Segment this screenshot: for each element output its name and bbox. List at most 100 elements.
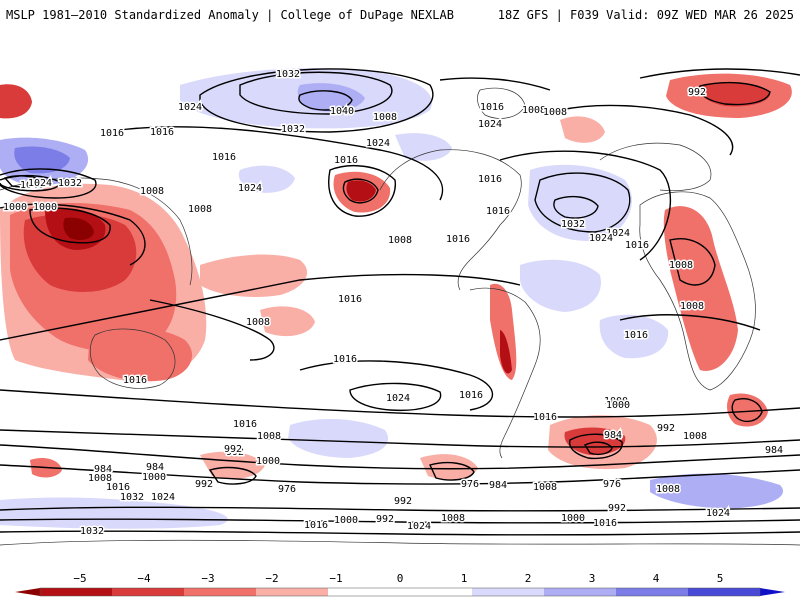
contour-label: 1024 (178, 102, 202, 113)
contour-label: 984 (765, 445, 783, 456)
contour-label: 992 (688, 87, 706, 98)
colorbar-arrow-low (15, 588, 40, 596)
colorbar-tick-label: −5 (73, 572, 86, 585)
contour-label: 976 (603, 479, 621, 490)
east-asia-anomaly (238, 165, 295, 193)
model-run-info: 18Z GFS | F039 Valid: 09Z WED MAR 26 202… (497, 8, 794, 22)
contour-label: 1016 (593, 518, 617, 529)
contour-label: 1008 (669, 260, 693, 271)
contour-label: 992 (195, 479, 213, 490)
contour-label: 1016 (100, 128, 124, 139)
contour-label: 1000 (142, 472, 166, 483)
contour-label: 984 (489, 480, 507, 491)
colorbar-border (39, 587, 761, 597)
isobars (0, 68, 800, 536)
contour-label: 1016 (212, 152, 236, 163)
contour-label: 1008 (140, 186, 164, 197)
contour-label: 1008 (533, 482, 557, 493)
colorbar-segment (616, 588, 688, 596)
isobar-1000-south (0, 444, 800, 470)
contour-label: 1024 (238, 183, 262, 194)
contour-label: 1008 (257, 431, 281, 442)
contour-label: 1016 (459, 390, 483, 401)
contour-label: 1024 (706, 508, 730, 519)
isobar-1016-africa (619, 314, 761, 331)
isobar-1016-nepac-low (328, 165, 396, 217)
colorbar-tick-label: 2 (525, 572, 532, 585)
contour-label: 1008 (388, 235, 412, 246)
contour-label: 1016 (334, 155, 358, 166)
north-america-coast (379, 149, 522, 291)
contour-label: 1008 (543, 107, 567, 118)
contour-label: 976 (278, 484, 296, 495)
colorbar-segment (400, 588, 472, 596)
contour-label: 984 (94, 464, 112, 475)
isobar-1008-south (0, 429, 800, 448)
colorbar-tick-label: −3 (201, 572, 214, 585)
isobar-1016-antarctic (0, 506, 800, 512)
contour-label: 1016 (106, 482, 130, 493)
contour-label: 1008 (656, 484, 680, 495)
isobar-1024-natl (534, 172, 631, 233)
contour-label: 1008 (246, 317, 270, 328)
northwest-pacific-anomaly (200, 254, 308, 297)
isobar-992-arctic (698, 81, 771, 106)
header: MSLP 1981–2010 Standardized Anomaly | Co… (0, 0, 800, 32)
negative-anomaly-fills (0, 73, 792, 480)
colorbar-tick-label: 5 (717, 572, 724, 585)
europe-coast (599, 142, 712, 192)
north-atlantic-anomaly (560, 116, 605, 143)
contour-label: 1016 (486, 206, 510, 217)
colorbar-segment (184, 588, 256, 596)
anomaly-map: 1032 1024 1016 1008 992 1040 1024 1032 1016 1024 1… (0, 40, 800, 565)
colorbar: −5 −4 −3 −2 −1 0 1 2 3 4 5 (0, 570, 800, 600)
colorbar-segment (112, 588, 184, 596)
colorbar-ticks: −5 −4 −3 −2 −1 0 1 2 3 4 5 (73, 572, 723, 585)
colorbar-segment (544, 588, 616, 596)
isobar-1016-tropics (0, 273, 521, 341)
southern-ocean-high-anomaly (650, 473, 784, 509)
north-america-anomaly (395, 133, 452, 161)
contour-label: 1024 (366, 138, 390, 149)
isobar-984-southern-b (429, 461, 475, 481)
isobar-1016-npac (119, 126, 444, 201)
colorbar-svg: −5 −4 −3 −2 −1 0 1 2 3 4 5 (15, 572, 785, 597)
nw-corner-anomaly (0, 84, 32, 119)
contour-label: 1024 (407, 521, 431, 532)
isobar-1040-npac (298, 90, 353, 111)
contour-label: 1016 (478, 174, 502, 185)
contour-label: 1016 (304, 520, 328, 531)
siberia-high-core (14, 146, 71, 174)
contour-label: 1008 (88, 473, 112, 484)
contour-label: 1000 (3, 202, 27, 213)
contour-label: 992 (657, 423, 675, 434)
isobar-1008-europe (559, 104, 734, 156)
isobar-1000-asia (29, 207, 111, 244)
colorbar-segment (256, 588, 328, 596)
africa-anomaly (663, 206, 738, 371)
contour-label: 1016 (446, 234, 470, 245)
himalaya-anomaly-extreme (63, 217, 94, 240)
south-pacific-anomaly (288, 418, 389, 458)
colorbar-segment (40, 588, 112, 596)
isobar-1016-south (0, 389, 800, 418)
isobar-1000-nepac-low (342, 178, 379, 204)
contour-label: 1016 (533, 412, 557, 423)
contour-label: 1016 (625, 240, 649, 251)
colorbar-segment (328, 588, 400, 596)
isobar-1024-asia (0, 168, 97, 199)
contour-label: 1040 (330, 106, 354, 117)
contour-label: 1024 (478, 119, 502, 130)
arctic-low-core (699, 82, 771, 107)
colorbar-segment (472, 588, 544, 596)
contour-label: 1000 (604, 396, 628, 407)
isobar-1032-asia (0, 175, 61, 192)
isobar-1008-africa (669, 238, 716, 286)
south-america-coast (469, 287, 541, 459)
contour-label: 1024 (386, 393, 410, 404)
isobar-1032-natl (553, 195, 599, 219)
contour-label: 1024 (151, 492, 175, 503)
central-pacific-anomaly (260, 306, 315, 337)
colorbar-tick-label: 1 (461, 572, 468, 585)
contour-label: 1008 (188, 204, 212, 215)
